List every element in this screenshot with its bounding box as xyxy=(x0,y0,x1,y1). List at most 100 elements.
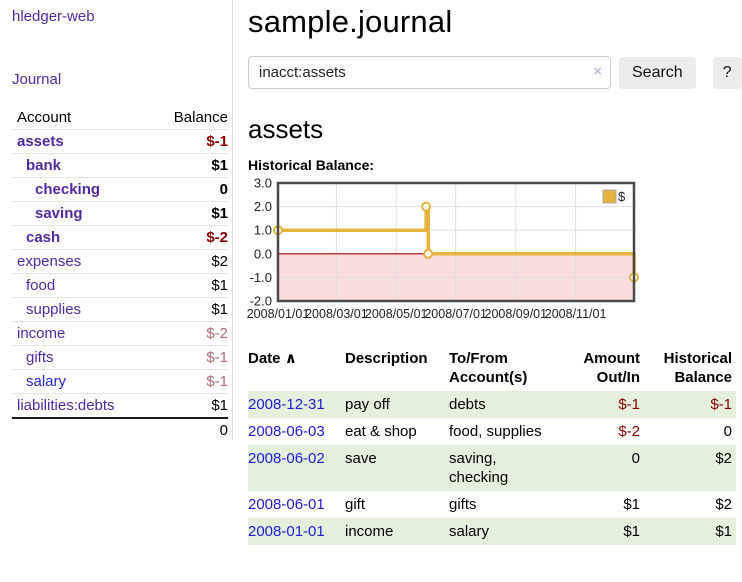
account-link-income[interactable]: income xyxy=(17,325,66,342)
account-row: liabilities:debts $1 xyxy=(12,393,228,418)
svg-text:2008/05/01: 2008/05/01 xyxy=(365,307,428,321)
account-row: saving $1 xyxy=(12,201,228,226)
transaction-date-link[interactable]: 2008-12-31 xyxy=(248,396,325,413)
account-balance: $2 xyxy=(153,249,228,274)
account-balance: $-1 xyxy=(153,369,228,394)
account-balance: $1 xyxy=(153,153,228,178)
transaction-description: gift xyxy=(345,496,366,513)
account-link-checking[interactable]: checking xyxy=(35,181,101,198)
account-link-assets[interactable]: assets xyxy=(17,133,64,150)
account-row: supplies $1 xyxy=(12,297,228,322)
svg-text:2.0: 2.0 xyxy=(254,199,272,214)
account-row: salary $-1 xyxy=(12,369,228,394)
account-link-cash[interactable]: cash xyxy=(26,229,61,246)
transaction-description: income xyxy=(345,518,449,545)
account-heading: assets xyxy=(248,114,324,144)
account-column-header: Account xyxy=(17,109,72,126)
svg-text:2008/01/01: 2008/01/01 xyxy=(247,307,310,321)
sort-ascending-icon: ∧ xyxy=(284,350,297,367)
transaction-accounts: saving, checking xyxy=(449,445,569,491)
svg-text:2008/11/01: 2008/11/01 xyxy=(545,307,607,321)
account-balance-table: Account Balance assets $-1 bank $1 check… xyxy=(12,106,228,442)
historical-balance-chart: 3.0 2.0 1.0 0.0 -1.0 -2.0 2008/01/01 2008/03/01… xyxy=(247,176,736,333)
account-link-bank[interactable]: bank xyxy=(26,157,62,174)
svg-text:2008/07/01: 2008/07/01 xyxy=(424,307,487,321)
header-date: Date ∧ xyxy=(248,350,297,367)
account-link-gifts[interactable]: gifts xyxy=(26,349,54,366)
account-balance: $1 xyxy=(153,273,228,298)
chart-title: Historical Balance: xyxy=(248,157,375,173)
transaction-amount: $-1 xyxy=(569,391,644,418)
account-row: assets $-1 xyxy=(12,129,228,154)
search-button[interactable]: Search xyxy=(619,56,696,89)
account-link-liabilities-debts[interactable]: liabilities:debts xyxy=(17,397,115,414)
register-table: Date ∧ Description To/From Account(s) Am… xyxy=(248,345,736,545)
transaction-date-link[interactable]: 2008-06-02 xyxy=(248,450,325,467)
account-balance: $1 xyxy=(153,201,228,226)
register-row: 2008-01-01 income salary $1 $1 xyxy=(248,518,736,545)
account-link-saving[interactable]: saving xyxy=(35,205,83,222)
header-accounts: To/From Account(s) xyxy=(449,350,528,386)
main-content: sample.journal × Search ? assets Histori… xyxy=(247,0,742,545)
transaction-balance: $-1 xyxy=(644,391,736,418)
journal-link[interactable]: Journal xyxy=(12,71,62,88)
transaction-amount: $-2 xyxy=(618,423,640,440)
account-row: food $1 xyxy=(12,273,228,298)
app-title-link[interactable]: hledger-web xyxy=(12,8,95,25)
transaction-accounts: food, supplies xyxy=(449,423,542,440)
account-row: bank $1 xyxy=(12,153,228,178)
sidebar: hledger-web Journal Account Balance asse… xyxy=(0,0,233,442)
svg-text:0.0: 0.0 xyxy=(254,246,272,261)
transaction-date-link[interactable]: 2008-01-01 xyxy=(248,523,325,540)
register-row: 2008-06-02 save saving, checking 0 $2 xyxy=(248,445,736,491)
total-balance: 0 xyxy=(153,417,228,442)
svg-text:1.0: 1.0 xyxy=(254,223,272,238)
page-title: sample.journal xyxy=(248,4,453,39)
account-balance: 0 xyxy=(153,177,228,202)
transaction-date-link[interactable]: 2008-06-01 xyxy=(248,496,325,513)
svg-text:2008/03/01: 2008/03/01 xyxy=(305,307,368,321)
register-row: 2008-06-01 gift gifts $1 $2 xyxy=(248,491,736,518)
header-description: Description xyxy=(345,350,428,367)
account-balance: $-1 xyxy=(153,129,228,154)
account-link-food[interactable]: food xyxy=(26,277,56,294)
account-balance: $-2 xyxy=(153,225,228,250)
account-row: income $-2 xyxy=(12,321,228,346)
register-row: 2008-12-31 pay off debts $-1 $-1 xyxy=(248,391,736,418)
transaction-balance: $1 xyxy=(644,518,736,545)
account-row: expenses $2 xyxy=(12,249,228,274)
transaction-balance: $2 xyxy=(644,445,736,491)
transaction-accounts: gifts xyxy=(449,496,477,513)
transaction-description: pay off xyxy=(345,391,449,418)
transaction-amount: $1 xyxy=(569,518,644,545)
svg-text:-2.0: -2.0 xyxy=(250,294,272,309)
transaction-accounts: salary xyxy=(449,518,569,545)
register-header-row: Date ∧ Description To/From Account(s) Am… xyxy=(248,345,736,391)
account-total-row: 0 xyxy=(12,417,228,442)
svg-text:2008/09/01: 2008/09/01 xyxy=(485,307,548,321)
account-row: cash $-2 xyxy=(12,225,228,250)
transaction-accounts: debts xyxy=(449,391,569,418)
account-link-salary[interactable]: salary xyxy=(26,373,67,390)
transaction-description: eat & shop xyxy=(345,423,417,440)
account-balance: $1 xyxy=(153,393,228,418)
balance-column-header: Balance xyxy=(173,109,228,126)
header-balance: Historical Balance xyxy=(663,350,732,386)
account-row: gifts $-1 xyxy=(12,345,228,370)
search-input[interactable] xyxy=(248,56,611,89)
account-balance: $-2 xyxy=(153,321,228,346)
svg-text:-1.0: -1.0 xyxy=(250,270,272,285)
account-balance: $-1 xyxy=(153,345,228,370)
account-link-expenses[interactable]: expenses xyxy=(17,253,82,270)
account-table-header: Account Balance xyxy=(12,106,228,130)
svg-text:$: $ xyxy=(618,189,626,204)
register-row: 2008-06-03 eat & shop food, supplies $-2… xyxy=(248,418,736,445)
account-link-supplies[interactable]: supplies xyxy=(26,301,82,318)
search-form: × Search ? xyxy=(248,56,742,89)
transaction-date-link[interactable]: 2008-06-03 xyxy=(248,423,325,440)
clear-search-icon[interactable]: × xyxy=(593,63,602,80)
account-balance: $1 xyxy=(153,297,228,322)
transaction-balance: 0 xyxy=(723,423,732,440)
chart-legend: 3.0 2.0 1.0 0.0 -1.0 -2.02008/01/012008/03/01… xyxy=(247,176,639,321)
help-button[interactable]: ? xyxy=(712,56,742,89)
